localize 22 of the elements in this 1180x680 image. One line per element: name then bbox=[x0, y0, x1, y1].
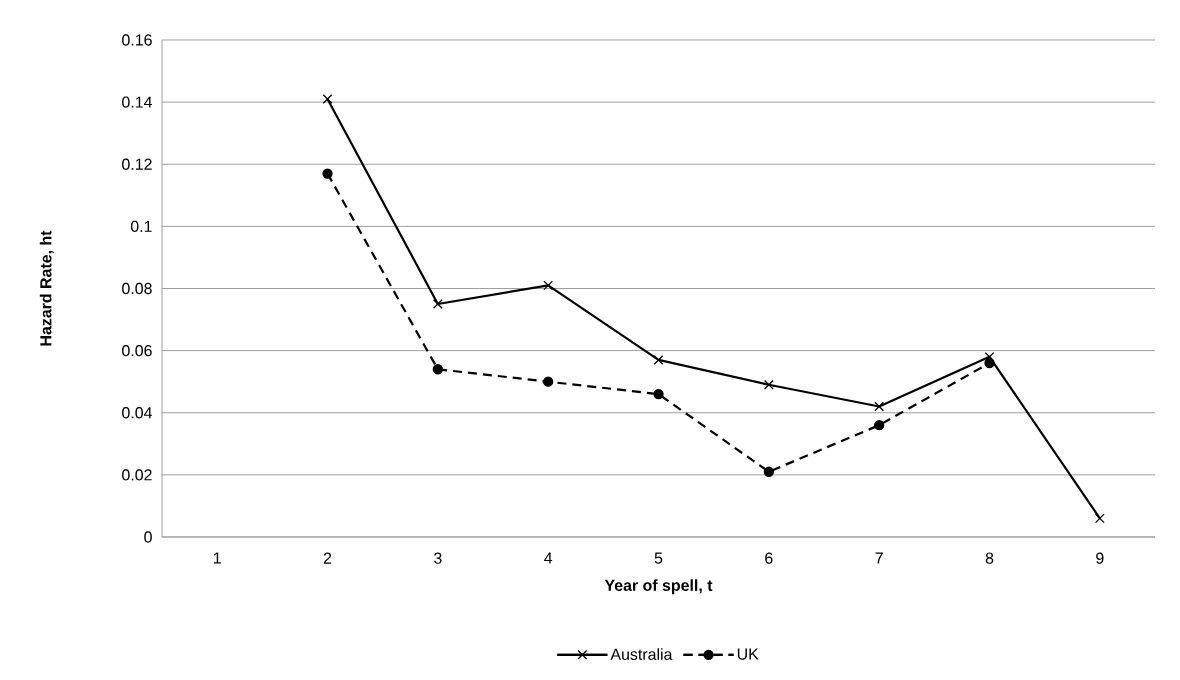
y-tick-label: 0.08 bbox=[122, 282, 152, 295]
y-tick-label: 0.14 bbox=[122, 96, 152, 108]
x-tick-label: 1 bbox=[213, 552, 221, 564]
x-tick-label: 9 bbox=[1096, 552, 1104, 564]
y-tick-label: 0 bbox=[144, 531, 152, 543]
x-tick-label: 2 bbox=[323, 552, 332, 564]
y-tick-label: 0.1 bbox=[130, 220, 152, 233]
x-axis-title: Year of spell, t bbox=[604, 579, 713, 595]
legend-label: Australia bbox=[610, 648, 673, 660]
y-tick-label: 0.02 bbox=[122, 469, 152, 481]
x-tick-label: 6 bbox=[765, 552, 773, 564]
y-tick-label: 0.06 bbox=[122, 344, 152, 357]
x-tick-label: 8 bbox=[985, 552, 994, 564]
x-tick-label: 4 bbox=[544, 552, 553, 564]
y-tick-label: 0.04 bbox=[122, 407, 152, 419]
x-tick-label: 5 bbox=[654, 552, 663, 564]
x-tick-label: 3 bbox=[434, 552, 442, 564]
y-tick-label: 0.12 bbox=[122, 158, 152, 170]
y-tick-label: 0.16 bbox=[122, 34, 152, 46]
x-tick-label: 7 bbox=[875, 552, 883, 564]
legend-label: UK bbox=[737, 648, 759, 660]
y-axis-title: Hazard Rate, ht bbox=[39, 230, 54, 346]
